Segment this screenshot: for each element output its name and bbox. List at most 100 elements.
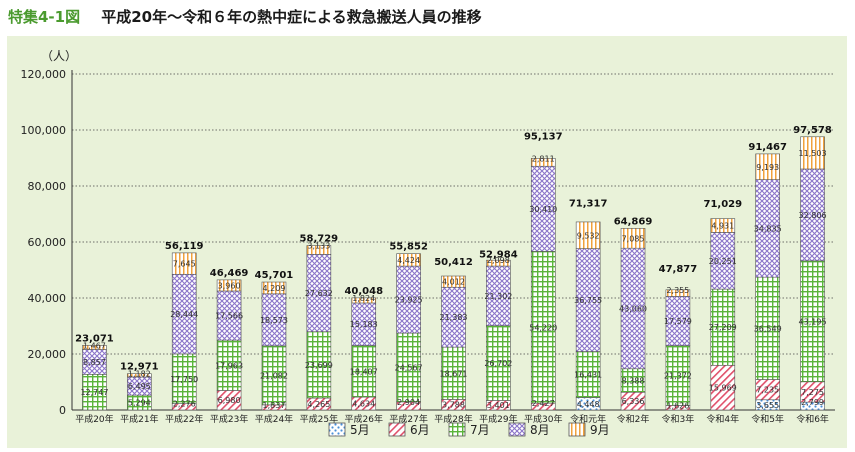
bar-total-label: 55,852 [389, 242, 428, 253]
x-tick-label: 平成27年 [389, 413, 427, 425]
y-tick-label: 0 [59, 404, 66, 417]
y-tick-label: 100,000 [21, 124, 67, 137]
segment-value-label: 8,857 [83, 358, 106, 367]
y-tick-label: 20,000 [28, 348, 67, 361]
x-tick-label: 令和3年 [662, 413, 695, 425]
segment-value-label: 4,448 [577, 400, 600, 409]
y-tick-label: 60,000 [28, 236, 67, 249]
legend-label: 6月 [410, 423, 430, 437]
segment-value-label: 4,931 [711, 221, 734, 230]
bar-segment [755, 179, 780, 278]
segment-value-label: 3,133 [307, 242, 330, 251]
x-tick-label: 令和2年 [617, 413, 650, 425]
x-tick-label: 平成28年 [434, 413, 472, 425]
segment-value-label: 17,579 [664, 317, 692, 326]
segment-value-label: 6,336 [622, 397, 645, 406]
y-tick-label: 80,000 [28, 180, 67, 193]
segment-value-label: 2,811 [532, 154, 555, 163]
segment-value-label: 4,209 [263, 284, 286, 293]
bar-total-label: 46,469 [210, 268, 249, 279]
legend-label: 9月 [590, 423, 610, 437]
legend-swatch [328, 422, 346, 437]
bar-segment [441, 286, 466, 348]
bar-segment [575, 248, 601, 352]
bar-segment [306, 245, 332, 255]
segment-value-label: 21,383 [440, 313, 468, 322]
bar-segment [351, 297, 377, 304]
segment-value-label: 23,699 [305, 361, 333, 370]
bar-total-label: 52,984 [479, 250, 518, 261]
segment-value-label: 6,495 [128, 382, 151, 391]
bar-segment [171, 353, 197, 404]
bar-segment [710, 288, 736, 366]
y-tick-label: 40,000 [28, 292, 67, 305]
bar-segment [575, 351, 601, 398]
segment-value-label: 12,747 [80, 388, 108, 397]
segment-value-label: 18,671 [440, 369, 468, 378]
bar-segment [82, 345, 107, 350]
segment-value-label: 17,566 [215, 312, 243, 321]
bar-segment [306, 331, 332, 399]
bar-segment [665, 296, 691, 346]
segment-value-label: 5,294 [128, 399, 151, 408]
bar-segment [530, 158, 556, 167]
segment-value-label: 43,195 [799, 317, 827, 326]
bar-segment [486, 259, 511, 267]
segment-value-label: 3,960 [218, 281, 241, 290]
legend-swatch [448, 422, 466, 437]
bar-segment [396, 332, 421, 403]
figure-title: 平成20年～令和６年の熱中症による救急搬送人員の推移 [101, 8, 482, 26]
segment-value-label: 27,632 [305, 289, 333, 298]
segment-value-label: 6,980 [218, 396, 241, 405]
segment-value-label: 18,407 [350, 367, 378, 376]
segment-value-label: 15,183 [350, 320, 378, 329]
legend-label: 5月 [350, 423, 370, 437]
bar-segment [216, 279, 242, 292]
segment-value-label: 4,634 [352, 400, 375, 409]
segment-value-label: 1,824 [352, 294, 375, 303]
segment-value-label: 16,431 [574, 371, 602, 380]
segment-value-label: 28,444 [170, 310, 198, 319]
x-tick-label: 平成21年 [120, 413, 158, 425]
x-tick-label: 平成25年 [300, 413, 338, 425]
segment-value-label: 17,963 [215, 361, 243, 370]
x-tick-label: 令和4年 [706, 413, 739, 425]
segment-value-label: 7,235 [756, 386, 779, 395]
segment-value-label: 1,182 [128, 370, 151, 379]
legend-swatch [568, 422, 586, 437]
bar-total-label: 64,869 [614, 216, 653, 227]
bar-segment [171, 273, 197, 355]
legend-swatch [508, 422, 526, 437]
segment-value-label: 21,082 [260, 371, 288, 380]
bar-segment [261, 293, 287, 347]
bar-total-label: 97,578 [793, 125, 832, 136]
bar-segment [486, 325, 511, 401]
bar-segment [665, 289, 691, 297]
segment-value-label: 7,275 [801, 388, 824, 397]
bar-segment [620, 247, 646, 370]
chart: （人） 0 20,000 40,000 60,000 80,000 100,000 120,0… [21, 49, 835, 437]
bar-segment [486, 265, 511, 327]
title-bar: 特集4-1図 平成20年～令和６年の熱中症による救急搬送人員の推移 [8, 6, 482, 28]
segment-value-label: 32,806 [799, 211, 827, 220]
bar-segment [171, 252, 197, 275]
segment-value-label: 54,220 [529, 323, 557, 332]
bar-total-label: 71,029 [703, 199, 742, 210]
bar-segment [261, 345, 287, 406]
x-tick-label: 平成29年 [479, 413, 517, 425]
x-tick-label: 平成24年 [255, 413, 293, 425]
bar-total-label: 56,119 [165, 241, 204, 252]
bar-total-label: 95,137 [524, 132, 563, 143]
bar-segment [82, 349, 107, 375]
bar-total-label: 91,467 [748, 142, 787, 153]
segment-value-label: 24,567 [395, 363, 423, 372]
y-tick-label: 120,000 [21, 68, 67, 81]
segment-value-label: 43,060 [619, 304, 647, 313]
segment-value-label: 11,503 [799, 149, 827, 158]
segment-value-label: 1,467 [83, 341, 106, 350]
bar-total-label: 40,048 [344, 286, 383, 297]
segment-value-label: 1,837 [263, 401, 286, 410]
bar-segment [800, 136, 825, 170]
legend-swatch [388, 422, 406, 437]
segment-value-label: 18,573 [260, 316, 288, 325]
